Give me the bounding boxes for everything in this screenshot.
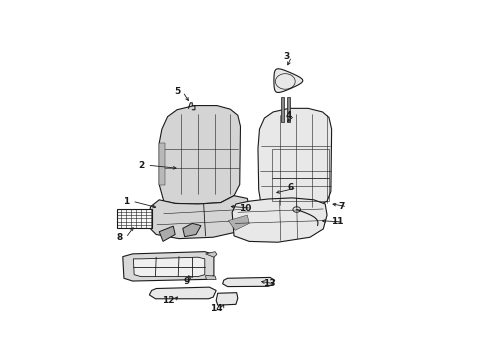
Text: 2: 2 xyxy=(139,161,145,170)
Text: 4: 4 xyxy=(286,111,293,120)
Polygon shape xyxy=(287,97,290,122)
Polygon shape xyxy=(159,143,165,185)
Polygon shape xyxy=(149,287,216,299)
Polygon shape xyxy=(232,198,327,242)
Text: 9: 9 xyxy=(183,276,190,285)
Polygon shape xyxy=(159,105,241,204)
Text: 13: 13 xyxy=(263,279,275,288)
Polygon shape xyxy=(274,69,303,93)
Polygon shape xyxy=(133,257,205,276)
Polygon shape xyxy=(281,97,284,122)
Polygon shape xyxy=(206,252,217,257)
Text: 7: 7 xyxy=(338,202,344,211)
Polygon shape xyxy=(216,293,238,305)
Polygon shape xyxy=(206,275,216,279)
Text: 11: 11 xyxy=(331,217,344,226)
Text: 10: 10 xyxy=(239,204,252,213)
Polygon shape xyxy=(159,226,175,242)
Text: 1: 1 xyxy=(123,197,130,206)
Text: 5: 5 xyxy=(174,87,180,96)
Polygon shape xyxy=(183,223,201,237)
Polygon shape xyxy=(228,215,249,230)
Polygon shape xyxy=(123,252,214,281)
Text: 14: 14 xyxy=(210,304,222,313)
Polygon shape xyxy=(258,108,332,210)
Polygon shape xyxy=(148,195,249,239)
Text: 6: 6 xyxy=(288,183,294,192)
Text: 12: 12 xyxy=(162,297,174,306)
Polygon shape xyxy=(222,278,275,287)
Text: 8: 8 xyxy=(117,233,123,242)
Polygon shape xyxy=(118,209,151,228)
Text: 3: 3 xyxy=(283,52,289,61)
